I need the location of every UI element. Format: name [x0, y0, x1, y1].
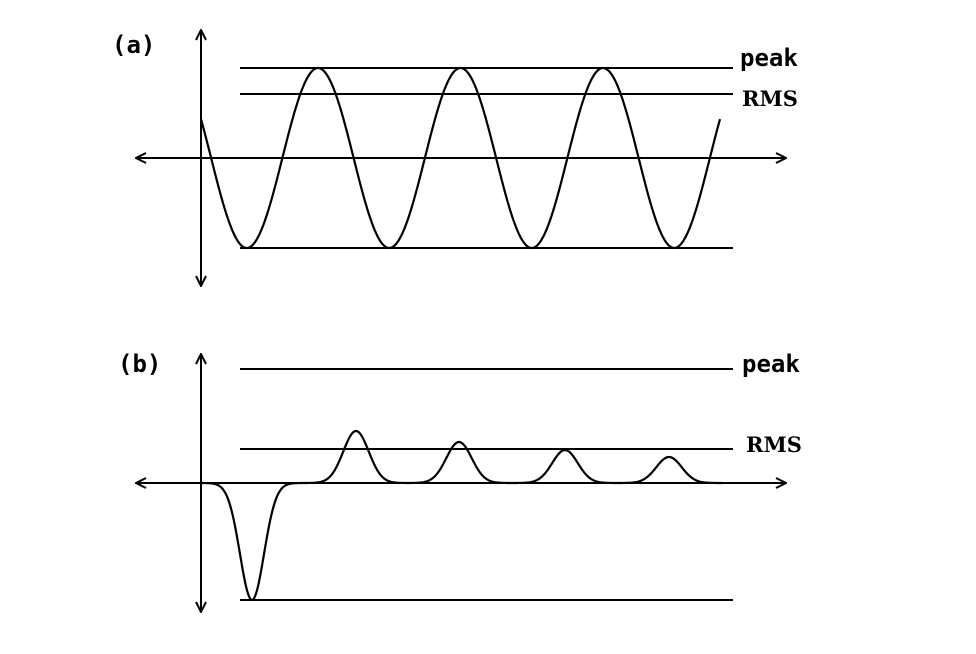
panel-a-sinusoid-waveform [199, 66, 722, 250]
panel-a-label: (a) [112, 31, 155, 59]
panel-a-rms-label: RMS [742, 86, 798, 111]
panel-a: (a) peak RMS [112, 30, 798, 286]
panel-b-label: (b) [118, 350, 161, 378]
panel-b-pulse-waveform [200, 429, 723, 602]
panel-a-peak-label: peak [740, 44, 798, 72]
panel-b-peak-label: peak [742, 350, 800, 378]
panel-b: (b) peak RMS [118, 350, 802, 612]
panel-b-rms-label: RMS [746, 432, 802, 457]
